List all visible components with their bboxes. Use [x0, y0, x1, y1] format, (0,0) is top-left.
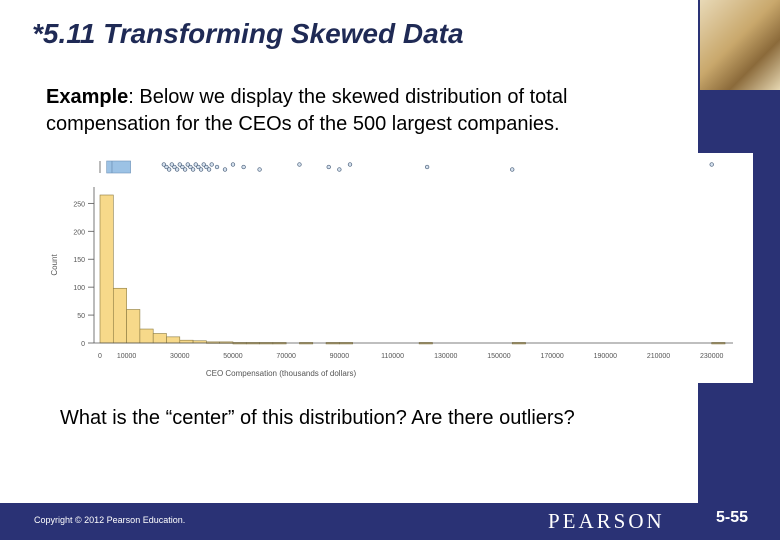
intro-text: Example: Below we display the skewed dis… [46, 84, 696, 138]
outlier-point [166, 167, 172, 172]
histogram-bar [99, 194, 114, 344]
x-axis-label: CEO Compensation (thousands of dollars) [206, 369, 357, 378]
histogram-svg: Count CEO Compensation (thousands of dol… [50, 160, 733, 378]
outlier-point [172, 164, 177, 170]
x-tick-label: 110000 [381, 353, 404, 360]
axes: Count CEO Compensation (thousands of dol… [50, 187, 733, 378]
histogram-bars [99, 194, 726, 345]
histogram-chart: Count CEO Compensation (thousands of dol… [45, 153, 753, 383]
x-tick-label: 230000 [700, 353, 723, 360]
histogram-bar [152, 333, 167, 344]
outlier-point [185, 162, 190, 167]
y-tick-label: 200 [73, 229, 85, 236]
histogram-bar [179, 339, 194, 344]
histogram-bar [166, 336, 181, 344]
outlier-point [347, 162, 353, 167]
outlier-point [180, 164, 185, 170]
outlier-point [198, 167, 204, 172]
outlier-point [193, 162, 198, 167]
intro-rest: : Below we display the skewed distributi… [46, 86, 568, 135]
boxplot [99, 160, 714, 174]
outlier-point [177, 162, 182, 167]
boxplot-box [106, 160, 131, 174]
outlier-point [222, 167, 228, 172]
x-tick-label: 90000 [330, 353, 350, 360]
outlier-point [188, 164, 193, 170]
outlier-point [230, 162, 236, 167]
outlier-point [241, 164, 246, 170]
histogram-bar [126, 309, 141, 344]
outlier-point [424, 164, 430, 170]
outlier-point [206, 167, 212, 172]
outlier-point [326, 164, 331, 170]
x-tick-label: 190000 [594, 353, 617, 360]
histogram-bar [139, 328, 154, 344]
histogram-bar [112, 287, 127, 344]
question-text: What is the “center” of this distributio… [60, 407, 575, 429]
outlier-point [164, 164, 169, 170]
outlier-point [174, 167, 180, 172]
x-tick-label: 170000 [540, 353, 563, 360]
outlier-point [190, 167, 196, 172]
outlier-point [182, 167, 188, 172]
x-tick-label: 10000 [117, 353, 137, 360]
outlier-point [201, 162, 206, 167]
outlier-point [169, 162, 174, 167]
outlier-point [709, 162, 714, 167]
outlier-point [204, 164, 209, 170]
intro-bold: Example [46, 86, 129, 108]
slide-title: *5.11 Transforming Skewed Data [32, 18, 464, 49]
x-tick-label: 0 [98, 353, 102, 360]
quill-paper-image [700, 0, 780, 90]
y-tick-label: 250 [73, 201, 85, 208]
y-tick-label: 50 [77, 313, 85, 320]
x-tick-label: 130000 [434, 353, 457, 360]
outlier-point [196, 164, 201, 170]
copyright-text: Copyright © 2012 Pearson Education. [34, 515, 186, 525]
outlier-point [214, 164, 220, 170]
y-axis-label: Count [50, 254, 59, 276]
x-tick-label: 210000 [647, 353, 670, 360]
x-tick-label: 70000 [276, 353, 296, 360]
outlier-point [297, 162, 302, 167]
slide-number: 5-55 [716, 509, 749, 526]
outlier-point [161, 162, 166, 167]
pearson-logo: PEARSON [548, 509, 665, 533]
outlier-point [337, 167, 342, 172]
y-tick-label: 0 [81, 341, 85, 348]
x-tick-label: 30000 [170, 353, 190, 360]
outlier-point [257, 167, 262, 172]
outlier-point [209, 162, 214, 167]
outlier-point [510, 167, 515, 172]
x-tick-label: 50000 [223, 353, 243, 360]
footer-bar [0, 503, 780, 540]
x-tick-label: 150000 [487, 353, 510, 360]
y-tick-label: 100 [73, 285, 85, 292]
y-tick-label: 150 [73, 257, 85, 264]
